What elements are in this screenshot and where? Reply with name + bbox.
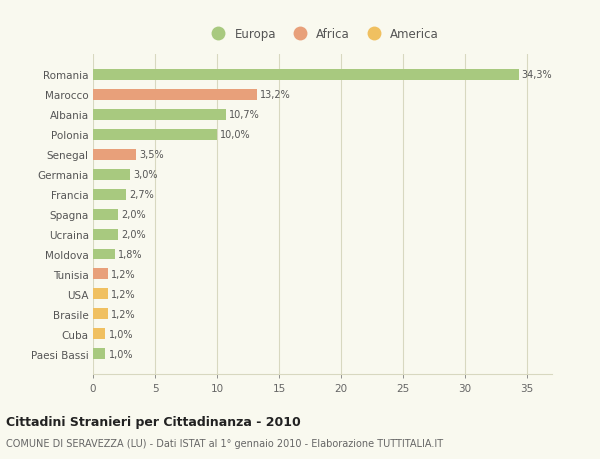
Text: 1,2%: 1,2% (111, 269, 136, 280)
Bar (93, 209, 118, 220)
Bar (93, 349, 106, 359)
Text: 10,0%: 10,0% (220, 130, 251, 140)
Text: 1,0%: 1,0% (109, 349, 133, 359)
Text: 1,2%: 1,2% (111, 289, 136, 299)
Bar (93, 149, 136, 160)
Bar (93, 229, 118, 240)
Text: 3,0%: 3,0% (133, 170, 158, 180)
Text: 3,5%: 3,5% (140, 150, 164, 160)
Text: 1,0%: 1,0% (109, 329, 133, 339)
Bar (93, 70, 518, 80)
Text: Cittadini Stranieri per Cittadinanza - 2010: Cittadini Stranieri per Cittadinanza - 2… (6, 415, 301, 428)
Bar (93, 169, 130, 180)
Bar (93, 109, 226, 120)
Text: 1,2%: 1,2% (111, 309, 136, 319)
Bar (93, 189, 127, 200)
Bar (93, 269, 108, 280)
Text: 2,7%: 2,7% (130, 190, 154, 200)
Legend: Europa, Africa, America: Europa, Africa, America (204, 26, 441, 44)
Text: COMUNE DI SERAVEZZA (LU) - Dati ISTAT al 1° gennaio 2010 - Elaborazione TUTTITAL: COMUNE DI SERAVEZZA (LU) - Dati ISTAT al… (6, 438, 443, 448)
Text: 13,2%: 13,2% (260, 90, 290, 100)
Text: 2,0%: 2,0% (121, 230, 146, 240)
Bar (93, 289, 108, 300)
Bar (93, 129, 217, 140)
Text: 34,3%: 34,3% (521, 70, 552, 80)
Text: 1,8%: 1,8% (118, 249, 143, 259)
Text: 10,7%: 10,7% (229, 110, 260, 120)
Bar (93, 329, 106, 340)
Bar (93, 90, 257, 101)
Text: 2,0%: 2,0% (121, 210, 146, 219)
Bar (93, 249, 115, 260)
Bar (93, 309, 108, 320)
